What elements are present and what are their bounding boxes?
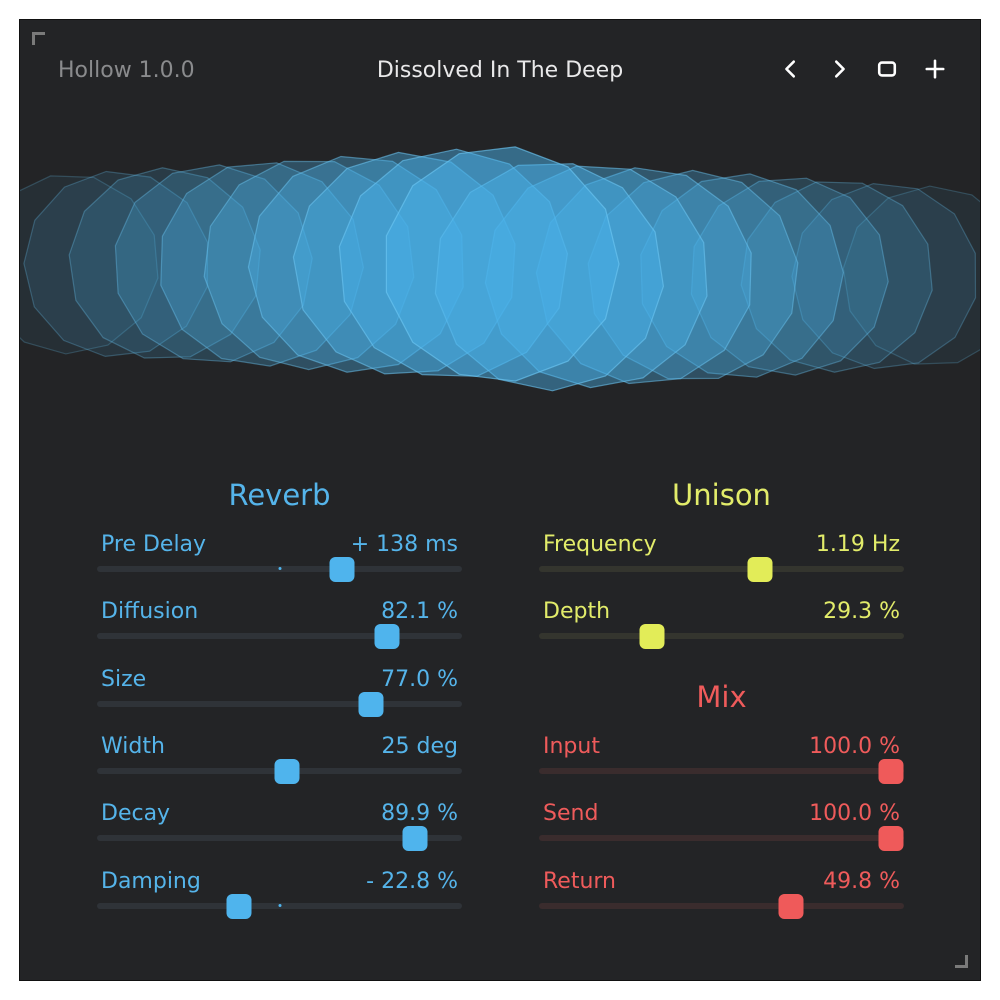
visualizer-polygon (160, 162, 365, 367)
plus-icon (925, 59, 945, 79)
chevron-right-icon (834, 60, 845, 78)
damping-value[interactable]: - 22.8 % (366, 868, 458, 894)
damping-center-marker (278, 903, 281, 907)
damping-slider-thumb[interactable] (226, 893, 252, 919)
preset-name-container: Dissolved In The Deep (20, 58, 980, 83)
param-send: Send 100.0 % (539, 801, 904, 853)
diffusion-value[interactable]: 82.1 % (381, 599, 458, 625)
param-decay: Decay 89.9 % (97, 801, 462, 853)
param-damping: Damping - 22.8 % (97, 869, 462, 921)
diffusion-label: Diffusion (101, 599, 199, 625)
return-value[interactable]: 49.8 % (823, 868, 900, 894)
frequency-slider-thumb[interactable] (747, 557, 773, 582)
corner-resize-handle-top-left[interactable] (32, 32, 45, 45)
visualizer-polygon (842, 185, 980, 365)
width-label: Width (101, 733, 165, 759)
send-slider-thumb[interactable] (878, 826, 904, 852)
param-frequency: Frequency 1.19 Hz (539, 532, 904, 584)
param-return: Return 49.8 % (539, 869, 904, 921)
param-width: Width 25 deg (97, 734, 462, 786)
plugin-version: Hollow 1.0.0 (58, 58, 195, 83)
pre-delay-slider-thumb[interactable] (329, 557, 355, 582)
reverb-visualizer (20, 146, 980, 392)
width-slider-thumb[interactable] (274, 758, 300, 784)
save-preset-button[interactable] (920, 54, 950, 84)
decay-slider-track[interactable] (97, 835, 462, 842)
visualizer-polygon (203, 160, 415, 371)
send-slider-track[interactable] (539, 835, 904, 842)
decay-label: Decay (101, 801, 171, 827)
visualizer-polygon (114, 164, 313, 363)
frequency-slider-track[interactable] (539, 566, 904, 572)
square-icon (877, 61, 897, 77)
size-slider-track[interactable] (97, 700, 462, 707)
send-value[interactable]: 100.0 % (809, 801, 900, 827)
size-label: Size (101, 666, 147, 692)
plugin-window: Hollow 1.0.0 Dissolved In The Deep Rever… (19, 19, 981, 981)
pre-delay-center-marker (278, 567, 281, 570)
visualizer-polygon (20, 175, 159, 355)
input-value[interactable]: 100.0 % (809, 734, 900, 759)
next-preset-button[interactable] (824, 54, 854, 84)
decay-value[interactable]: 89.9 % (381, 801, 458, 827)
return-slider-track[interactable] (539, 902, 904, 909)
frequency-value[interactable]: 1.19 Hz (815, 532, 900, 557)
param-size: Size 77.0 % (97, 667, 462, 719)
damping-label: Damping (101, 868, 201, 894)
diffusion-slider-track[interactable] (97, 633, 462, 640)
visualizer-polygon (740, 181, 933, 373)
diffusion-slider-thumb[interactable] (374, 624, 400, 650)
unison-section-title: Unison (672, 478, 771, 512)
input-slider-track[interactable] (539, 768, 904, 774)
return-label: Return (543, 868, 617, 894)
previous-preset-button[interactable] (776, 54, 806, 84)
input-label: Input (543, 734, 600, 759)
size-value[interactable]: 77.0 % (381, 666, 458, 692)
width-value[interactable]: 25 deg (381, 733, 458, 759)
send-label: Send (543, 801, 599, 827)
frequency-label: Frequency (543, 532, 657, 557)
depth-slider-thumb[interactable] (639, 624, 665, 650)
mix-section-title: Mix (696, 680, 747, 714)
param-diffusion: Diffusion 82.1 % (97, 599, 462, 651)
return-slider-thumb[interactable] (778, 893, 804, 919)
preset-name[interactable]: Dissolved In The Deep (376, 58, 624, 83)
visualizer-polygon (791, 182, 977, 370)
pre-delay-label: Pre Delay (101, 532, 207, 557)
visualizer-polygon (385, 146, 620, 382)
visualizer-polygon (68, 167, 261, 359)
preset-browser-button[interactable] (872, 54, 902, 84)
param-input: Input 100.0 % (539, 734, 904, 786)
depth-slider-track[interactable] (539, 633, 904, 640)
pre-delay-value[interactable]: + 138 ms (350, 532, 458, 557)
visualizer-polygon (23, 170, 209, 358)
param-pre-delay: Pre Delay + 138 ms (97, 532, 462, 584)
size-slider-thumb[interactable] (358, 691, 384, 717)
chevron-left-icon (785, 60, 796, 78)
depth-value[interactable]: 29.3 % (823, 599, 900, 625)
input-slider-thumb[interactable] (878, 759, 904, 784)
preset-toolbar (776, 54, 950, 84)
depth-label: Depth (543, 599, 611, 625)
decay-slider-thumb[interactable] (402, 826, 428, 852)
visualizer-polygon (640, 173, 845, 378)
corner-resize-handle-bottom-right[interactable] (955, 955, 968, 968)
param-depth: Depth 29.3 % (539, 599, 904, 651)
reverb-section-title: Reverb (228, 478, 331, 512)
visualizer-polygon (690, 177, 889, 376)
